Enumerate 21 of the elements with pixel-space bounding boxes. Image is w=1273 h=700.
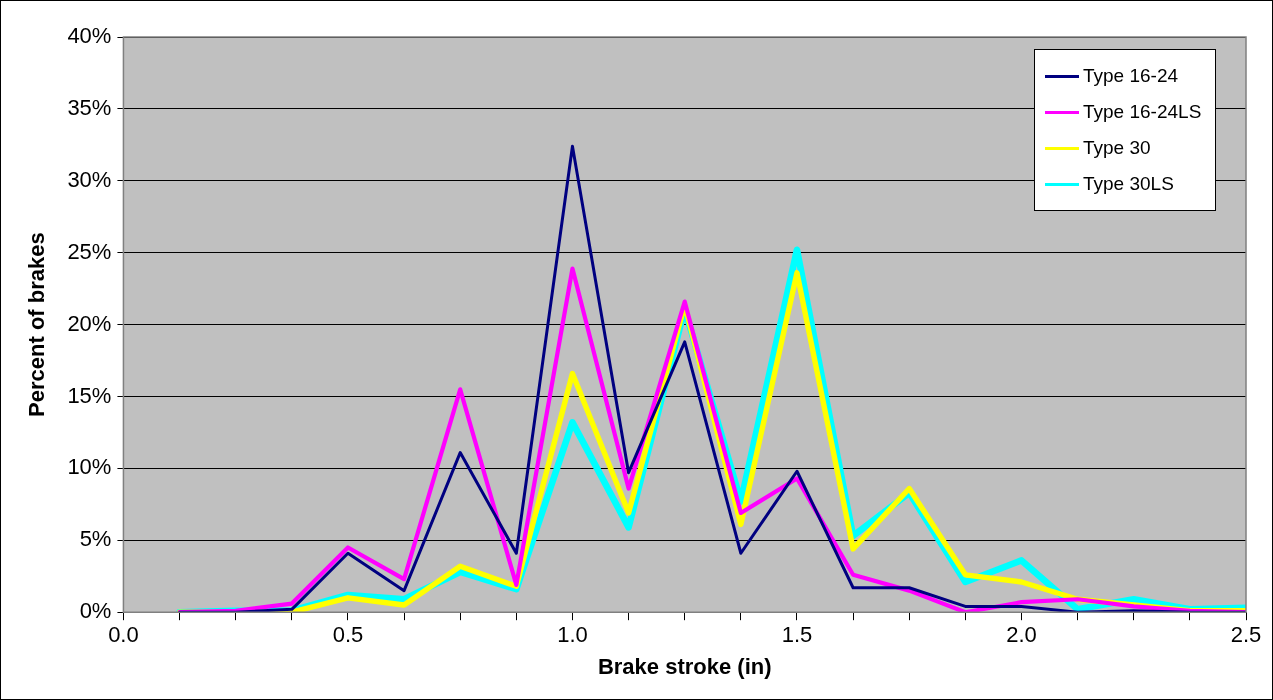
y-tick-label: 0% [79, 598, 112, 624]
x-axis-title: Brake stroke (in) [597, 653, 772, 679]
y-tick-label: 30% [67, 166, 112, 192]
y-tick-label: 35% [67, 94, 112, 120]
x-tick-label: 2.0 [1006, 622, 1037, 648]
y-tick-label: 15% [67, 382, 112, 408]
y-tick-label: 25% [67, 238, 112, 264]
y-axis-title: Percent of brakes [24, 232, 50, 417]
x-tick-label: 1.5 [781, 622, 813, 648]
y-tick-label: 40% [67, 23, 112, 49]
legend-label: Type 16-24LS [1083, 101, 1202, 123]
x-tick-label: 1.0 [557, 622, 588, 648]
y-tick-label: 10% [67, 454, 112, 480]
x-tick-label: 0.5 [332, 622, 364, 648]
x-tick-label: 2.5 [1230, 622, 1262, 648]
y-tick-label: 5% [79, 526, 112, 552]
legend-label: Type 30 [1083, 137, 1151, 159]
legend-label: Type 16-24 [1083, 65, 1179, 87]
legend-label: Type 30LS [1083, 173, 1174, 195]
x-tick-label: 0.0 [108, 622, 139, 648]
y-tick-label: 20% [67, 310, 112, 336]
